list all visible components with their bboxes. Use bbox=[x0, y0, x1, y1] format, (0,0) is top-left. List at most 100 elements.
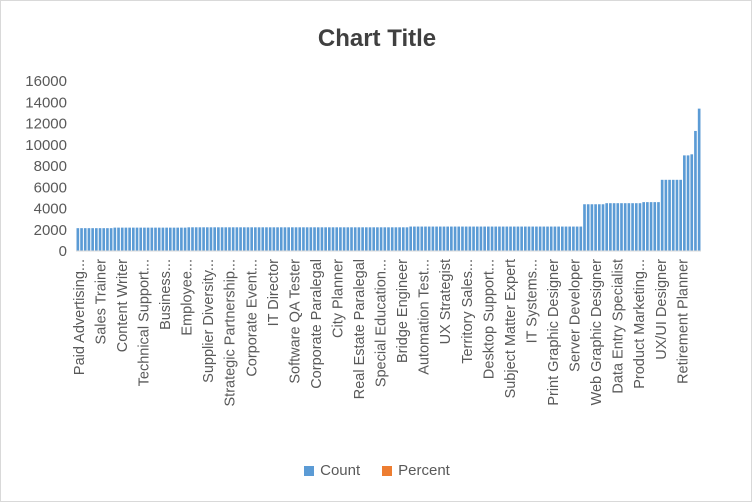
bar-count bbox=[187, 227, 191, 251]
bars-group bbox=[76, 108, 701, 252]
bar-count bbox=[601, 204, 605, 251]
x-tick-label: City Planner bbox=[330, 259, 346, 338]
bar-count bbox=[368, 227, 372, 251]
bar-count bbox=[331, 227, 335, 251]
bar-count bbox=[98, 228, 102, 251]
bar-count bbox=[413, 226, 416, 251]
bar-count bbox=[198, 227, 202, 251]
bar-count bbox=[157, 227, 161, 252]
bar-count bbox=[239, 227, 242, 251]
bar-count bbox=[542, 226, 546, 251]
legend-label-percent: Percent bbox=[398, 462, 450, 479]
bar-count bbox=[409, 226, 413, 251]
y-tick-label: 8000 bbox=[34, 158, 67, 175]
bar-count bbox=[560, 226, 564, 251]
bar-count bbox=[671, 179, 675, 251]
x-tick-label: Data Entry Specialist bbox=[611, 259, 627, 394]
x-tick-label: Subject Matter Expert bbox=[503, 259, 519, 398]
bar-count bbox=[131, 227, 135, 252]
bar-count bbox=[320, 227, 324, 251]
bar-count bbox=[512, 226, 516, 251]
bar-count bbox=[235, 227, 239, 251]
x-tick-label: Print Graphic Designer bbox=[546, 259, 562, 406]
bar-count bbox=[379, 227, 383, 251]
x-tick-label: IT Systems... bbox=[524, 259, 540, 343]
bar-count bbox=[205, 227, 209, 251]
bar-count bbox=[668, 179, 671, 251]
bar-count bbox=[623, 203, 627, 251]
y-tick-label: 12000 bbox=[25, 116, 67, 133]
bar-count bbox=[516, 226, 520, 251]
bar-count bbox=[106, 228, 109, 251]
bar-count bbox=[291, 227, 294, 251]
bar-count bbox=[183, 227, 187, 252]
bar-count bbox=[483, 226, 486, 251]
bar-count bbox=[553, 226, 557, 251]
bar-count bbox=[646, 202, 649, 252]
x-tick-label: Strategic Partnership... bbox=[223, 259, 239, 407]
bar-count bbox=[686, 155, 690, 252]
x-axis-labels: Paid Advertising... Sales Trainer Content … bbox=[72, 259, 691, 407]
bar-count bbox=[283, 227, 287, 251]
bar-count bbox=[261, 227, 265, 251]
x-tick-label: Special Education... bbox=[374, 259, 390, 387]
bar-count bbox=[520, 226, 523, 251]
bar-count bbox=[657, 202, 660, 252]
y-tick-label: 4000 bbox=[34, 201, 67, 218]
bar-count bbox=[91, 228, 94, 251]
bar-count bbox=[597, 204, 601, 251]
bar-count bbox=[557, 226, 560, 251]
bar-count bbox=[246, 227, 250, 251]
bar-count bbox=[450, 226, 453, 251]
bar-count bbox=[631, 203, 634, 251]
bar-count bbox=[690, 154, 694, 251]
y-tick-label: 10000 bbox=[25, 137, 67, 154]
x-tick-label: UX Strategist bbox=[438, 259, 454, 344]
bar-count bbox=[398, 227, 401, 251]
bar-count bbox=[265, 227, 268, 251]
bar-count bbox=[165, 227, 168, 252]
bar-count bbox=[161, 227, 165, 252]
bar-count bbox=[109, 228, 113, 251]
bar-count bbox=[653, 202, 657, 252]
bar-count bbox=[139, 227, 143, 252]
bar-count bbox=[176, 227, 180, 252]
legend: Count Percent bbox=[1, 462, 752, 479]
bar-count bbox=[564, 226, 568, 251]
bar-count bbox=[128, 227, 131, 252]
bar-count bbox=[342, 227, 346, 251]
x-tick-label: Real Estate Paralegal bbox=[352, 259, 368, 399]
bar-count bbox=[95, 228, 98, 251]
bar-count bbox=[146, 227, 150, 252]
bar-count bbox=[468, 226, 472, 251]
bar-count bbox=[683, 155, 686, 252]
bar-count bbox=[501, 226, 505, 251]
bar-count bbox=[575, 226, 579, 251]
bar-count bbox=[390, 227, 394, 251]
bar-count bbox=[287, 227, 290, 251]
bar-count bbox=[394, 227, 398, 251]
bar-count bbox=[438, 226, 442, 251]
bar-count bbox=[383, 227, 387, 251]
x-tick-label: UX/UI Designer bbox=[654, 259, 670, 360]
bar-count bbox=[213, 227, 217, 251]
y-tick-label: 6000 bbox=[34, 179, 67, 196]
bar-count bbox=[120, 227, 124, 252]
bar-count bbox=[313, 227, 316, 251]
bar-count bbox=[387, 227, 390, 251]
legend-swatch-percent bbox=[382, 465, 393, 476]
bar-count bbox=[168, 227, 172, 252]
bar-count bbox=[549, 226, 553, 251]
x-tick-label: Retirement Planner bbox=[675, 259, 691, 384]
bar-count bbox=[579, 226, 583, 251]
bar-count bbox=[209, 227, 213, 251]
x-tick-label: Product Marketing... bbox=[632, 259, 648, 389]
legend-item-percent: Percent bbox=[382, 462, 450, 479]
bar-count bbox=[568, 226, 572, 251]
bar-count bbox=[535, 226, 538, 251]
bar-count bbox=[424, 226, 427, 251]
bar-count bbox=[649, 202, 653, 252]
bar-count bbox=[586, 204, 590, 251]
x-tick-label: Bridge Engineer bbox=[395, 259, 411, 363]
bar-count bbox=[634, 203, 638, 251]
